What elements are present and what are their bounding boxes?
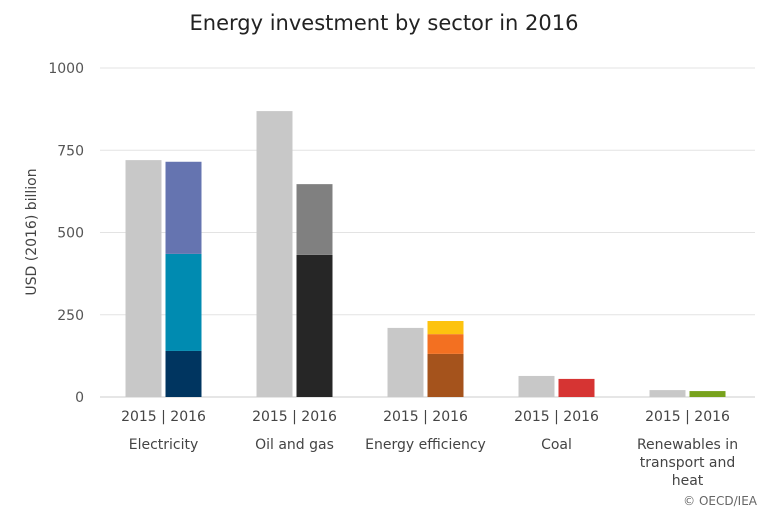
category-label: Renewables in <box>637 437 738 453</box>
bar-2016-segment <box>165 350 202 397</box>
bar-year-label: 2015 | 2016 <box>383 409 468 425</box>
category-label: Electricity <box>129 437 199 453</box>
y-tick-label: 0 <box>75 390 84 406</box>
category-label: transport and <box>640 455 735 471</box>
bar-2015 <box>125 160 162 397</box>
bar-2015 <box>518 375 555 397</box>
y-axis-label: USD (2016) billion <box>24 168 40 295</box>
category-label: Coal <box>541 437 572 453</box>
bar-2016-segment <box>165 161 202 254</box>
bar-2016-segment <box>689 391 726 397</box>
bar-2016-segment <box>296 184 333 255</box>
bar-2016-segment <box>165 253 202 351</box>
chart-title: Energy investment by sector in 2016 <box>190 11 579 35</box>
y-tick-label: 750 <box>57 143 84 159</box>
bar-year-label: 2015 | 2016 <box>645 409 730 425</box>
bar-2016-segment <box>427 353 464 397</box>
bar-year-label: 2015 | 2016 <box>252 409 337 425</box>
bar-2016-segment <box>427 321 464 335</box>
bar-2016-segment <box>427 334 464 354</box>
bar-2015 <box>256 111 293 397</box>
y-tick-label: 1000 <box>48 61 84 77</box>
y-tick-label: 500 <box>57 226 84 242</box>
category-label: Oil and gas <box>255 437 334 453</box>
bar-2016-segment <box>296 254 333 397</box>
category-label: heat <box>672 473 704 489</box>
bar-2015 <box>649 390 686 397</box>
source-credit: © OECD/IEA <box>683 494 758 508</box>
bar-year-label: 2015 | 2016 <box>514 409 599 425</box>
bar-year-label: 2015 | 2016 <box>121 409 206 425</box>
bar-2016-segment <box>558 378 595 397</box>
bar-2015 <box>387 327 424 397</box>
category-label: Energy efficiency <box>365 437 486 453</box>
y-tick-label: 250 <box>57 308 84 324</box>
